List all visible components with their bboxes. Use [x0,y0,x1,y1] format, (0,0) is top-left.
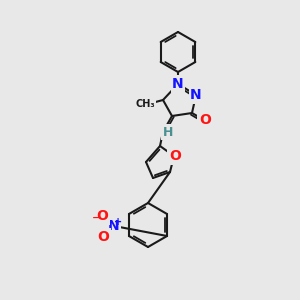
Text: O: O [199,113,211,127]
Text: O: O [96,209,108,223]
Text: N: N [190,88,202,102]
Text: O: O [169,149,181,163]
Text: +: + [114,217,122,227]
Text: N: N [172,77,184,91]
Text: −: − [92,213,102,223]
Text: H: H [163,125,173,139]
Text: CH₃: CH₃ [135,99,155,109]
Text: O: O [97,230,109,244]
Text: N: N [108,219,120,233]
